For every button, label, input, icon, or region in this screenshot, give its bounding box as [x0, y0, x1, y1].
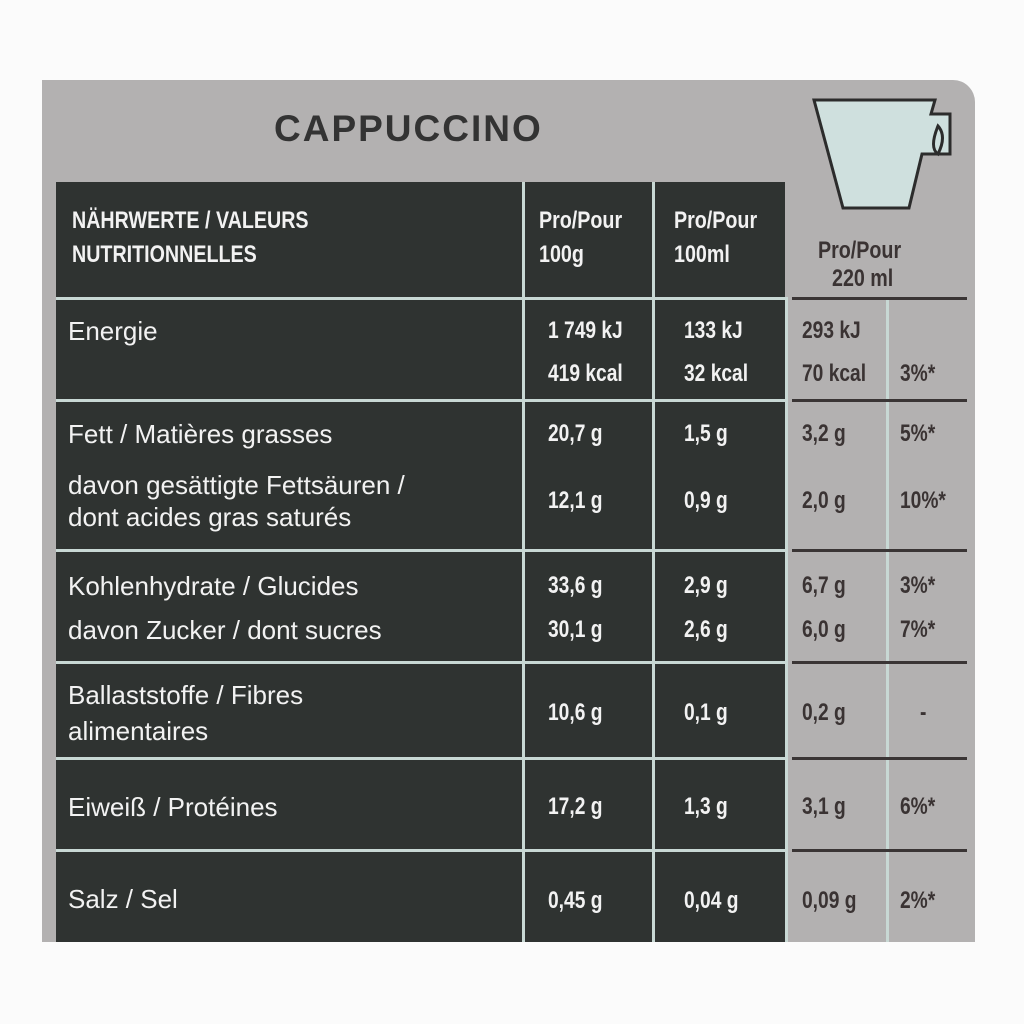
value-100ml: 2,6 g — [684, 616, 728, 643]
header-100g-2: 100g — [539, 241, 584, 268]
row-label: davon gesättigte Fettsäuren / — [68, 470, 405, 500]
value-100ml: 2,9 g — [684, 572, 728, 599]
row-label: davon Zucker / dont sucres — [68, 615, 382, 645]
divider — [792, 297, 967, 300]
value-100g: 1 749 kJ — [548, 317, 623, 344]
value-220ml: 3,2 g — [802, 420, 846, 447]
value-ri: 10%* — [900, 487, 946, 514]
header-label-2: NUTRITIONNELLES — [72, 241, 257, 268]
value-ri: - — [920, 699, 927, 726]
value-220ml: 0,09 g — [802, 887, 857, 914]
divider — [792, 757, 967, 760]
row-label-2: dont acides gras saturés — [68, 502, 352, 532]
divider — [785, 297, 788, 942]
value-100g: 30,1 g — [548, 616, 603, 643]
divider — [56, 849, 785, 852]
row-label: Ballaststoffe / Fibres — [68, 680, 304, 710]
value-100g: 10,6 g — [548, 699, 603, 726]
row-label: Salz / Sel — [68, 884, 178, 914]
value-100g: 0,45 g — [548, 887, 603, 914]
value-100ml: 133 kJ — [684, 317, 743, 344]
value-100g: 33,6 g — [548, 572, 603, 599]
value-220ml: 6,0 g — [802, 616, 846, 643]
value-100g: 17,2 g — [548, 793, 603, 820]
header-100ml-2: 100ml — [674, 241, 730, 268]
divider — [792, 399, 967, 402]
divider — [56, 297, 785, 300]
divider — [792, 549, 967, 552]
row-label: Fett / Matières grasses — [68, 419, 333, 449]
divider — [792, 849, 967, 852]
header-100ml-1: Pro/Pour — [674, 207, 758, 234]
value-220ml: 293 kJ — [802, 317, 861, 344]
product-title: CAPPUCCINO — [274, 108, 543, 149]
value-220ml-kcal: 70 kcal — [802, 360, 867, 387]
value-ri: 3%* — [900, 572, 936, 599]
divider — [56, 661, 785, 664]
value-220ml: 0,2 g — [802, 699, 846, 726]
divider — [522, 182, 525, 942]
value-100g-kcal: 419 kcal — [548, 360, 623, 387]
row-label: Eiweiß / Protéines — [68, 792, 278, 822]
divider — [56, 399, 785, 402]
nutrition-table — [56, 182, 785, 942]
divider — [886, 299, 889, 942]
divider — [56, 757, 785, 760]
row-label: Energie — [68, 316, 158, 346]
value-ri: 2%* — [900, 887, 936, 914]
value-ri: 6%* — [900, 793, 936, 820]
value-100g: 20,7 g — [548, 420, 603, 447]
row-label-2: alimentaires — [68, 716, 209, 746]
value-100g: 12,1 g — [548, 487, 603, 514]
value-ri: 3%* — [900, 360, 936, 387]
divider — [652, 182, 655, 942]
value-220ml: 6,7 g — [802, 572, 846, 599]
value-100ml: 1,3 g — [684, 793, 728, 820]
divider — [56, 549, 785, 552]
coffee-cup-icon — [812, 98, 952, 210]
value-100ml: 1,5 g — [684, 420, 728, 447]
value-ri: 7%* — [900, 616, 936, 643]
value-100ml: 0,04 g — [684, 887, 739, 914]
nutrition-label: CAPPUCCINO NÄHRWERTE / VALEURS NUTRITION… — [42, 80, 975, 942]
header-100g-1: Pro/Pour — [539, 207, 623, 234]
value-100ml: 0,9 g — [684, 487, 728, 514]
header-220ml-2: 220 ml — [832, 265, 894, 292]
value-220ml: 2,0 g — [802, 487, 846, 514]
header-220ml-1: Pro/Pour — [818, 237, 902, 264]
row-label: Kohlenhydrate / Glucides — [68, 571, 359, 601]
value-220ml: 3,1 g — [802, 793, 846, 820]
value-ri: 5%* — [900, 420, 936, 447]
header-label-1: NÄHRWERTE / VALEURS — [72, 207, 309, 234]
value-100ml-kcal: 32 kcal — [684, 360, 749, 387]
divider — [792, 661, 967, 664]
value-100ml: 0,1 g — [684, 699, 728, 726]
